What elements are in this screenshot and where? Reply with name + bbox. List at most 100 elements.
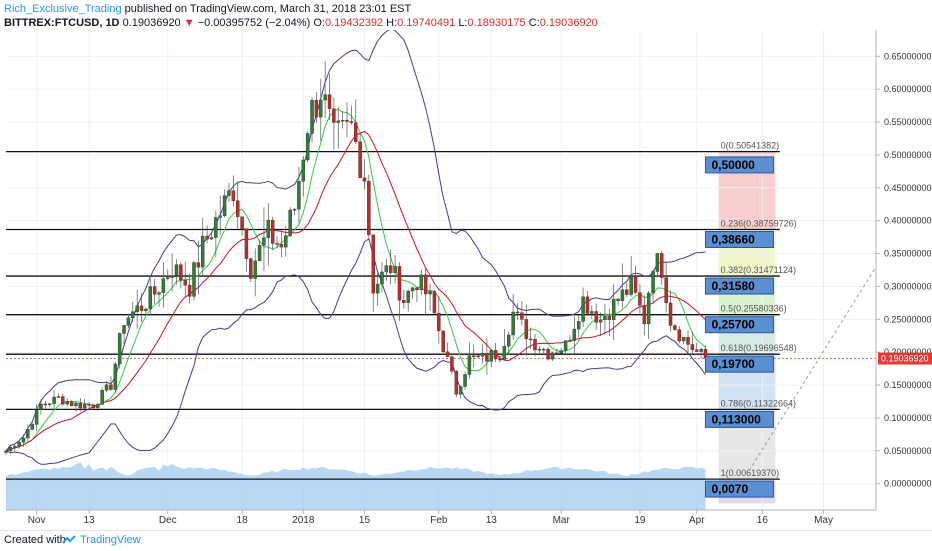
candle-body (187, 284, 192, 297)
candle-body (52, 396, 56, 404)
candle-body (480, 353, 485, 357)
candle-body (152, 286, 157, 295)
candle-body (179, 264, 183, 281)
candle-body (502, 346, 507, 360)
level-label-text: 0,38660 (711, 232, 755, 246)
candle-body (498, 358, 502, 361)
candle-body (297, 181, 301, 210)
candle-body (275, 243, 279, 245)
chart-area[interactable]: 0(0.50541382) 0.236(0.38759726) 0.382(0.31… (0, 28, 932, 530)
candle-body (515, 311, 520, 314)
candle-body (467, 355, 472, 375)
candle-body (305, 133, 310, 161)
open-label: O: (313, 17, 325, 29)
candle-body (410, 287, 415, 292)
candle-body (699, 349, 703, 352)
candle-body (537, 349, 542, 351)
author-link[interactable]: Rich_Exclusive_Trading (4, 3, 122, 15)
candle-body (489, 350, 494, 362)
candle-body (61, 396, 65, 405)
x-tick-label: 16 (757, 515, 769, 526)
candle-body (65, 401, 69, 405)
x-tick-label: 19 (634, 515, 646, 526)
x-tick-label: Dec (159, 515, 177, 526)
fast-moving-average (5, 108, 706, 452)
level-label-box (704, 355, 774, 373)
y-tick-label: 0.00000000 (884, 479, 932, 489)
candle-body (131, 311, 135, 318)
candle-body (69, 401, 74, 406)
candle-body (205, 235, 209, 240)
candle-body (310, 100, 314, 134)
level-label-box (704, 410, 774, 428)
fib-level-text: 0.382(0.31471124) (721, 265, 796, 275)
candle-body (367, 180, 371, 236)
candle-body (590, 311, 594, 314)
projection-line (748, 266, 877, 471)
volume-area-shape (6, 462, 706, 510)
candle-body (423, 274, 428, 295)
bollinger-bands (5, 28, 706, 465)
candle-body (47, 403, 52, 405)
candle-body (651, 271, 655, 294)
candle-body (572, 328, 577, 341)
candle-body (240, 216, 244, 229)
candle-body (476, 355, 480, 358)
candle-body (91, 404, 96, 409)
y-tick-label: 0.50000000 (884, 150, 932, 160)
open-value: 0.19432392 (324, 17, 384, 29)
symbol-line: BITTREX:FTCUSD, 1D 0.19036920 ▼ −0.00395… (4, 17, 598, 29)
candle-body (253, 260, 257, 279)
level-label-text: 0,25700 (711, 318, 755, 332)
candle-body (375, 283, 380, 294)
created-with-text: Created with (4, 534, 66, 546)
price-chart[interactable]: 0(0.50541382) 0.236(0.38759726) 0.382(0.31… (0, 28, 932, 530)
candles (4, 60, 708, 455)
candle-body (441, 330, 445, 353)
candle-body (520, 312, 524, 320)
footer: Created with TradingView (0, 530, 932, 551)
candle-body (393, 266, 397, 273)
candle-body (349, 121, 354, 123)
candle-body (463, 374, 467, 387)
candle-body (17, 442, 21, 447)
candle-body (677, 329, 681, 342)
candle-body (288, 209, 292, 236)
projection-line-shape (748, 266, 877, 471)
fib-level-text: 0(0.50541382) (721, 141, 780, 151)
chart-header: Rich_Exclusive_Trading published on Trad… (0, 0, 932, 30)
candle-body (82, 404, 87, 409)
candle-body (332, 108, 336, 123)
candle-body (235, 200, 240, 217)
candle-body (196, 262, 201, 268)
candle-body (581, 296, 585, 322)
candle-body (445, 351, 450, 357)
candle-body (625, 289, 629, 295)
candle-body (358, 141, 362, 179)
y-tick-label: 0.35000000 (884, 249, 932, 259)
x-tick-label: 13 (84, 515, 96, 526)
y-tick-label: 0.25000000 (884, 314, 932, 324)
published-text: published on TradingView.com, March 31, … (124, 3, 412, 15)
y-tick-label: 0.40000000 (884, 216, 932, 226)
y-tick-label: 0.15000000 (884, 380, 932, 390)
candle-body (686, 337, 690, 345)
fib-level-text: 1(0.00619370) (721, 468, 780, 478)
level-label-box (704, 316, 774, 334)
candle-body (629, 276, 633, 295)
y-axis: 0.65000000 0.60000000 0.55000000 0.50000000… (875, 30, 932, 510)
candle-body (227, 190, 231, 196)
candle-body (192, 262, 196, 297)
candle-body (638, 292, 642, 306)
level-label-text: 0,31580 (711, 279, 755, 293)
candle-body (336, 120, 340, 123)
tradingview-link[interactable]: TradingView (80, 534, 141, 546)
candle-body (616, 298, 620, 301)
candle-body (362, 177, 367, 182)
level-label-text: 0,19700 (711, 357, 755, 371)
high-value: 0.19740491 (397, 17, 456, 29)
candle-body (166, 277, 170, 279)
x-tick-label: May (814, 515, 833, 526)
candle-body (74, 402, 78, 406)
x-tick-label: 13 (486, 515, 498, 526)
